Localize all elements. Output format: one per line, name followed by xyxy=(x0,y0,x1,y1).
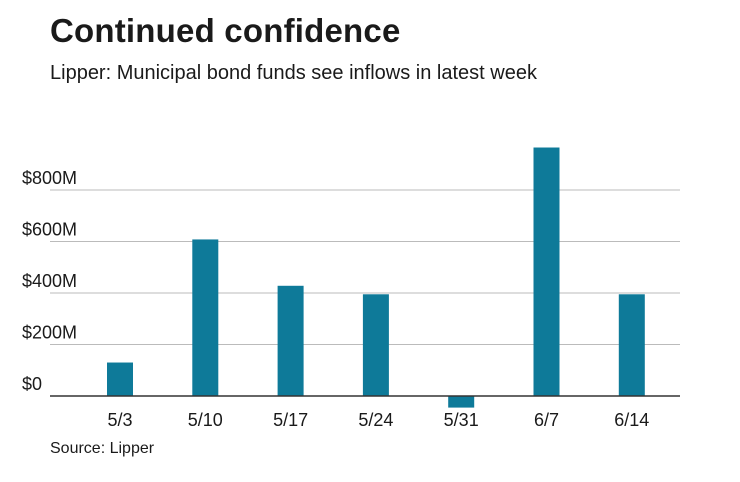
bars xyxy=(107,147,645,408)
y-axis-tick-labels: $0 $200M $400M $600M $800M xyxy=(22,168,77,394)
y-tick-label: $600M xyxy=(22,220,77,240)
x-tick-label: 6/7 xyxy=(534,410,559,430)
y-tick-label: $800M xyxy=(22,168,77,188)
bar-6-14 xyxy=(618,294,645,396)
x-tick-label: 5/31 xyxy=(444,410,479,430)
x-tick-label: 5/17 xyxy=(273,410,308,430)
bar-5-17 xyxy=(277,285,304,396)
bar-5-31 xyxy=(448,396,475,408)
y-tick-label: $0 xyxy=(22,374,42,394)
x-axis-tick-labels: 5/3 5/10 5/17 5/24 5/31 6/7 6/14 xyxy=(107,410,649,430)
chart-subtitle: Lipper: Municipal bond funds see inflows… xyxy=(50,62,537,84)
x-tick-label: 5/24 xyxy=(358,410,393,430)
x-tick-label: 6/14 xyxy=(614,410,649,430)
bar-5-10 xyxy=(192,239,219,396)
y-tick-label: $400M xyxy=(22,271,77,291)
x-tick-label: 5/10 xyxy=(188,410,223,430)
bar-5-24 xyxy=(362,294,389,396)
x-tick-label: 5/3 xyxy=(107,410,132,430)
source-note: Source: Lipper xyxy=(50,440,155,457)
y-tick-label: $200M xyxy=(22,323,77,343)
bar-6-7 xyxy=(533,147,560,396)
chart-title: Continued confidence xyxy=(50,12,401,49)
bar-5-3 xyxy=(107,362,133,396)
